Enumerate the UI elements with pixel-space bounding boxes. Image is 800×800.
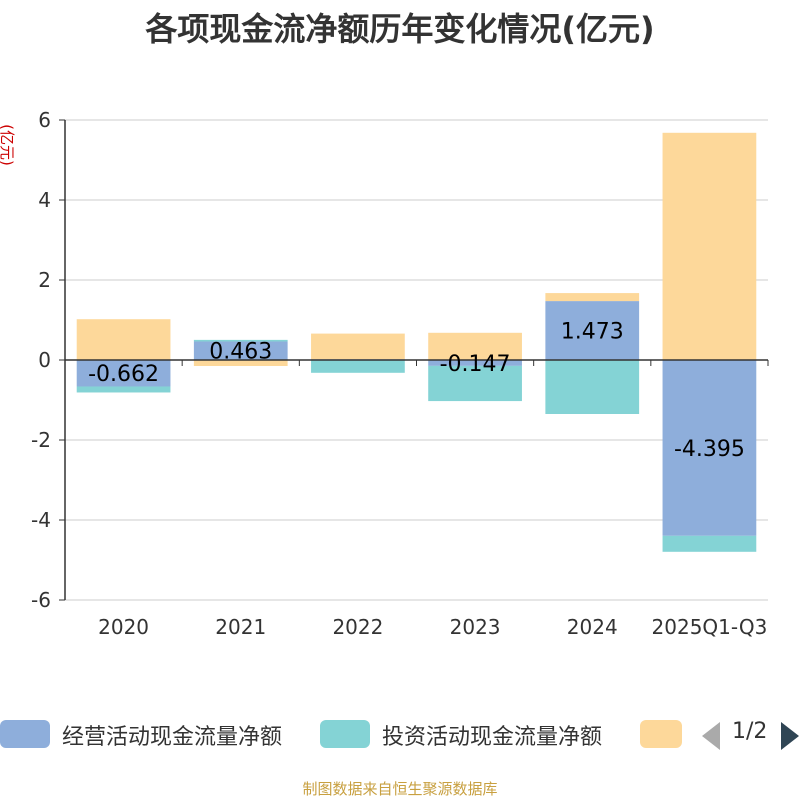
chevron-left-icon[interactable] bbox=[702, 722, 720, 750]
y-axis-label: (亿元) bbox=[0, 124, 16, 166]
y-tick-label: 4 bbox=[38, 188, 51, 212]
data-source-note: 制图数据来自恒生聚源数据库 bbox=[302, 780, 498, 798]
y-tick-label: 0 bbox=[38, 348, 51, 372]
data-label: -4.395 bbox=[674, 437, 745, 462]
bar-2024-series-1 bbox=[545, 360, 640, 414]
chart-title: 各项现金流净额历年变化情况(亿元) bbox=[145, 10, 655, 48]
bar-2022-series-1 bbox=[311, 360, 405, 373]
legend-swatch-financing[interactable] bbox=[640, 720, 682, 748]
y-tick-label: 6 bbox=[38, 108, 51, 132]
x-tick-label: 2022 bbox=[332, 615, 383, 639]
bar-2024-series-0 bbox=[545, 301, 640, 360]
x-tick-label: 2023 bbox=[450, 615, 501, 639]
bar-2021-series-0 bbox=[193, 341, 288, 360]
bar-2023-series-1 bbox=[428, 365, 522, 402]
bar-2023-series-2 bbox=[428, 332, 522, 360]
x-tick-label: 2024 bbox=[567, 615, 618, 639]
x-tick-label: 2025Q1-Q3 bbox=[652, 615, 768, 639]
data-label: 0.463 bbox=[209, 340, 272, 365]
data-label: 1.473 bbox=[561, 320, 624, 345]
x-tick-label: 2021 bbox=[215, 615, 266, 639]
data-label: -0.662 bbox=[88, 362, 159, 387]
chevron-right-icon[interactable] bbox=[781, 722, 799, 750]
bar-2020-series-2 bbox=[76, 319, 171, 360]
legend-label-investing[interactable]: 投资活动现金流量净额 bbox=[382, 725, 603, 750]
legend-swatch-investing[interactable] bbox=[320, 720, 370, 748]
grid-lines bbox=[65, 119, 768, 601]
bar-2021-series-2 bbox=[193, 360, 288, 366]
legend-page-indicator: 1/2 bbox=[732, 719, 768, 744]
bar-2020-series-0 bbox=[76, 360, 171, 387]
y-tick-label: 2 bbox=[38, 268, 51, 292]
bar-2025Q1-Q3-series-0 bbox=[662, 360, 757, 536]
bar-2023-series-0 bbox=[428, 360, 522, 366]
legend-pager bbox=[702, 722, 799, 750]
data-labels: -0.662 0.463 -0.147 1.473 -4.395 bbox=[88, 320, 745, 462]
y-tick-label: -2 bbox=[31, 428, 51, 452]
axes: -6 -4 -2 0 2 4 6 2020 2021 2022 2023 2024 2025Q1-Q3 bbox=[31, 108, 769, 639]
bar-2024-series-2 bbox=[545, 293, 640, 302]
legend-swatch-operating[interactable] bbox=[0, 720, 50, 748]
data-label: -0.147 bbox=[440, 352, 511, 377]
y-tick-label: -4 bbox=[31, 508, 51, 532]
bar-2020-series-1 bbox=[76, 386, 171, 393]
bars bbox=[76, 132, 757, 552]
bar-2021-series-1 bbox=[193, 339, 288, 342]
x-tick-label: 2020 bbox=[98, 615, 149, 639]
y-tick-label: -6 bbox=[31, 588, 51, 612]
legend-label-operating[interactable]: 经营活动现金流量净额 bbox=[62, 725, 283, 750]
bar-2022-series-2 bbox=[311, 333, 405, 360]
bar-2025Q1-Q3-series-2 bbox=[662, 132, 757, 360]
bar-2025Q1-Q3-series-1 bbox=[662, 535, 757, 552]
